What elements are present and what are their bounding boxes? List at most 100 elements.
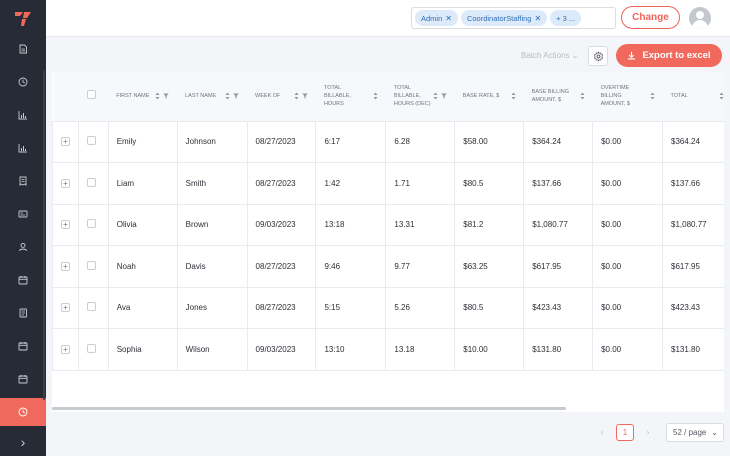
expand-row-button[interactable]: +: [61, 220, 70, 230]
chevron-down-icon: ⌄: [711, 428, 718, 437]
expand-row-button[interactable]: +: [61, 261, 70, 271]
table-settings-button[interactable]: [588, 46, 608, 66]
close-icon[interactable]: ✕: [445, 13, 452, 23]
table-cell: $131.80: [523, 328, 594, 371]
sort-icon[interactable]: [294, 92, 299, 100]
table-cell: Johnson: [176, 120, 248, 163]
column-header[interactable]: Total Billable, Hours: [316, 72, 386, 121]
table-cell: Wilson: [176, 328, 248, 371]
table-cell: Jones: [176, 286, 248, 329]
sidebar-item-4[interactable]: [0, 134, 46, 162]
column-header-content: Total: [671, 92, 724, 100]
row-checkbox[interactable]: [87, 302, 97, 312]
sort-icon[interactable]: [511, 92, 516, 100]
sidebar-item-3[interactable]: [0, 101, 46, 129]
role-chip-more[interactable]: + 3 ...: [550, 10, 582, 26]
avatar-head: [696, 11, 704, 19]
role-chip-admin[interactable]: Admin ✕: [415, 10, 458, 26]
table-cell: $617.95: [523, 245, 594, 288]
sort-icon[interactable]: [373, 92, 378, 100]
row-checkbox[interactable]: [87, 219, 97, 229]
table-cell: $0.00: [592, 120, 664, 163]
filter-icon[interactable]: [302, 93, 308, 99]
chevron-right-icon: ›: [20, 434, 26, 450]
table-cell: Sophia: [107, 328, 178, 371]
filter-icon[interactable]: [441, 93, 447, 99]
filter-icon[interactable]: [233, 93, 239, 99]
sort-icon[interactable]: [433, 92, 438, 100]
sidebar-item-9[interactable]: [0, 299, 46, 327]
role-selector[interactable]: Admin ✕ CoordinatorStaffing ✕ + 3 ...: [411, 7, 616, 29]
change-button[interactable]: Change: [621, 6, 680, 29]
role-chip-coordinator[interactable]: CoordinatorStaffing ✕: [460, 10, 548, 26]
checkbox-cell: [78, 203, 109, 246]
horizontal-scrollbar[interactable]: [52, 407, 566, 410]
checkbox-cell: [78, 245, 109, 288]
table-row[interactable]: + Olivia Brown 09/03/2023 13:18 13.31 $81.2 $1,…: [52, 203, 724, 246]
sidebar-scrollbar[interactable]: [43, 70, 45, 400]
gear-icon: [593, 51, 603, 61]
app-logo[interactable]: [13, 10, 33, 28]
column-header-label: Base Rate, $: [462, 93, 500, 100]
filter-icon[interactable]: [163, 93, 169, 99]
column-header[interactable]: Total Billable, Hours (Dec): [386, 72, 455, 121]
row-checkbox[interactable]: [87, 260, 97, 270]
sort-icon[interactable]: [580, 92, 585, 100]
expand-row-button[interactable]: +: [61, 344, 70, 354]
expand-row-button[interactable]: +: [61, 178, 70, 188]
sidebar-item-8[interactable]: [0, 266, 46, 294]
table-cell: 09/03/2023: [246, 328, 317, 371]
table-row[interactable]: + Liam Smith 08/27/2023 1:42 1.71 $80.5 $137.66…: [52, 162, 724, 205]
chevron-left-icon: ‹: [600, 427, 604, 437]
sort-icon[interactable]: [719, 92, 724, 100]
column-header[interactable]: Last Name: [177, 72, 247, 121]
row-checkbox[interactable]: [87, 343, 97, 353]
calendar-icon: [18, 342, 28, 351]
column-header[interactable]: Week of: [247, 72, 316, 121]
previous-page-button[interactable]: ‹: [595, 424, 609, 440]
column-header[interactable]: Overtime Billing Amount, $: [593, 72, 663, 121]
sidebar-item-11[interactable]: [0, 365, 46, 393]
page-size-select[interactable]: 52 / page ⌄: [666, 423, 724, 442]
sidebar-expand-button[interactable]: ›: [0, 428, 46, 456]
expand-cell: +: [52, 162, 80, 205]
export-to-excel-button[interactable]: Export to excel: [616, 44, 722, 67]
sort-icon[interactable]: [225, 92, 230, 100]
chip-label: Admin: [421, 13, 443, 23]
table-cell: 08/27/2023: [246, 286, 317, 329]
table-cell: $137.66: [523, 162, 594, 205]
row-checkbox[interactable]: [87, 177, 97, 187]
current-page-button[interactable]: 1: [616, 424, 634, 441]
column-header[interactable]: First Name: [108, 72, 177, 121]
sort-icon[interactable]: [650, 92, 655, 100]
table-row[interactable]: + Sophia Wilson 09/03/2023 13:10 13.18 $10.00 $…: [52, 328, 724, 371]
table-row[interactable]: + Ava Jones 08/27/2023 5:15 5.26 $80.5 $423.43 $…: [52, 286, 724, 329]
sort-icon[interactable]: [155, 92, 160, 100]
table-row[interactable]: + Noah Davis 08/27/2023 9:46 9.77 $63.25 $617.9…: [52, 245, 724, 288]
sidebar-item-12[interactable]: [0, 398, 46, 426]
table-row[interactable]: + Emily Johnson 08/27/2023 6:17 6.28 $58.00 $36…: [52, 120, 724, 163]
chip-label: CoordinatorStaffing: [466, 13, 532, 23]
sidebar-item-6[interactable]: [0, 200, 46, 228]
sidebar-item-1[interactable]: [0, 35, 46, 63]
expand-row-button[interactable]: +: [61, 303, 70, 313]
select-all-checkbox[interactable]: [86, 90, 96, 100]
sidebar: ›: [0, 0, 46, 456]
expand-cell: +: [52, 203, 80, 246]
table-cell: 5.26: [385, 286, 456, 329]
close-icon[interactable]: ✕: [534, 13, 542, 23]
column-header[interactable]: Base Rate, $: [455, 72, 524, 121]
table-cell: $364.24: [523, 120, 594, 163]
sidebar-item-7[interactable]: [0, 233, 46, 261]
sidebar-item-2[interactable]: [0, 68, 46, 96]
next-page-button[interactable]: ›: [641, 424, 655, 440]
page-size-label: 52 / page: [673, 428, 707, 437]
row-checkbox[interactable]: [87, 136, 97, 146]
sidebar-item-10[interactable]: [0, 332, 46, 360]
column-header[interactable]: Base Billing Amount, $: [524, 72, 593, 121]
expand-row-button[interactable]: +: [61, 137, 70, 147]
avatar[interactable]: [689, 7, 711, 29]
column-header[interactable]: Total: [663, 72, 724, 121]
batch-actions-dropdown[interactable]: Batch Actions ⌄: [521, 51, 578, 60]
sidebar-item-5[interactable]: [0, 167, 46, 195]
